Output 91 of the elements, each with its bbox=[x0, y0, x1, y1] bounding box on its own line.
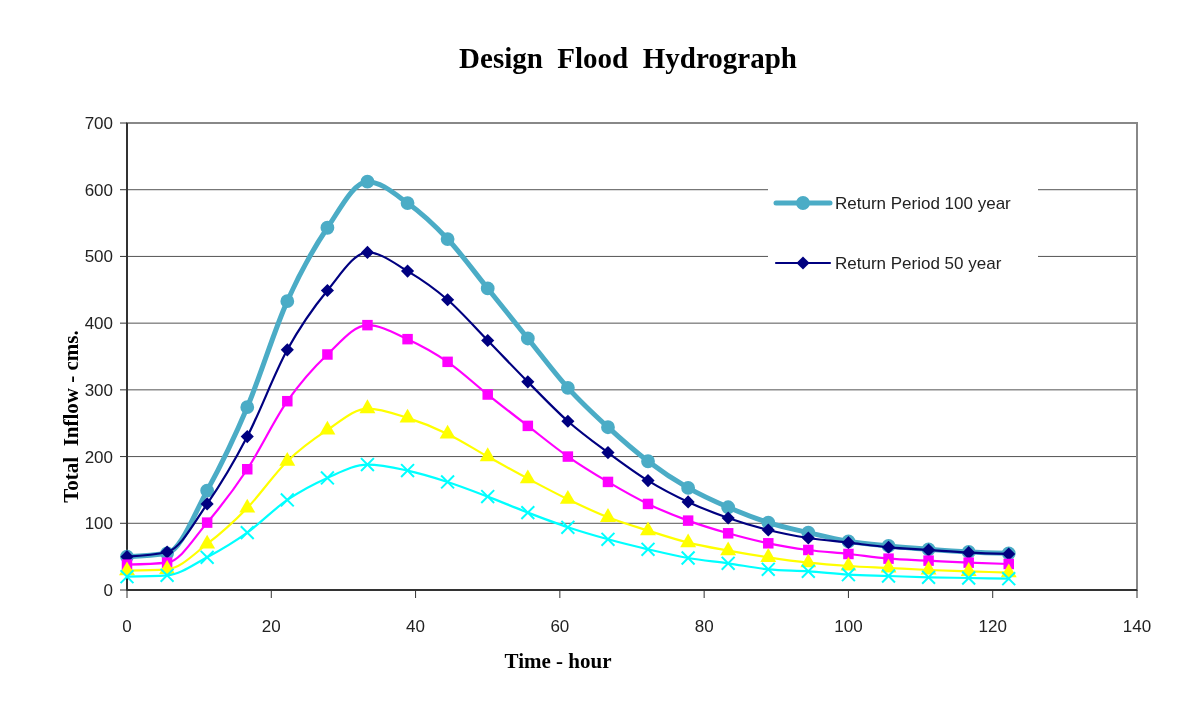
y-tick-label: 700 bbox=[84, 113, 113, 133]
x-tick-label: 80 bbox=[694, 617, 714, 636]
point bbox=[520, 505, 536, 521]
point bbox=[480, 281, 495, 296]
point bbox=[482, 389, 493, 400]
point bbox=[641, 454, 655, 469]
point bbox=[322, 349, 333, 360]
point bbox=[722, 528, 734, 539]
x-tick-label: 140 bbox=[1122, 617, 1152, 636]
point bbox=[601, 446, 615, 460]
point bbox=[280, 294, 295, 309]
point bbox=[401, 264, 415, 278]
legend-label: Return Period 100 year bbox=[835, 193, 1012, 213]
point bbox=[682, 515, 694, 526]
x-tick-label: 60 bbox=[550, 617, 570, 636]
point bbox=[360, 457, 375, 473]
point bbox=[442, 356, 453, 368]
point bbox=[159, 567, 175, 583]
chart-title: Design Flood Hydrograph bbox=[459, 42, 797, 74]
point bbox=[562, 451, 574, 462]
point bbox=[761, 523, 775, 537]
point bbox=[280, 343, 294, 357]
point bbox=[200, 483, 215, 498]
point bbox=[721, 500, 736, 515]
point bbox=[961, 570, 977, 586]
point bbox=[921, 569, 937, 585]
point bbox=[640, 541, 656, 557]
point bbox=[242, 464, 253, 475]
y-axis-title: Total Inflow - cms. bbox=[59, 330, 83, 503]
point bbox=[800, 563, 816, 579]
legend-label: Return Period 50 year bbox=[835, 253, 1002, 273]
point bbox=[1001, 571, 1017, 587]
point bbox=[119, 569, 135, 585]
point bbox=[441, 293, 455, 307]
x-axis-title: Time - hour bbox=[504, 649, 612, 673]
point bbox=[520, 331, 535, 346]
point bbox=[680, 550, 696, 566]
point bbox=[319, 470, 335, 486]
point bbox=[240, 429, 254, 444]
point bbox=[600, 531, 616, 547]
point bbox=[840, 567, 856, 583]
point bbox=[201, 517, 213, 528]
point bbox=[602, 476, 614, 488]
point bbox=[521, 375, 535, 389]
point bbox=[763, 538, 774, 549]
point bbox=[843, 548, 854, 560]
point bbox=[720, 555, 736, 571]
point bbox=[803, 544, 814, 556]
point bbox=[522, 420, 534, 432]
x-tick-label: 120 bbox=[978, 617, 1007, 636]
y-tick-label: 600 bbox=[84, 180, 113, 200]
point bbox=[320, 283, 334, 298]
x-tick-label: 20 bbox=[261, 617, 281, 636]
x-tick-label: 0 bbox=[122, 617, 132, 636]
point bbox=[400, 463, 415, 479]
point bbox=[402, 333, 413, 345]
point bbox=[199, 549, 215, 565]
y-tick-label: 100 bbox=[84, 514, 113, 534]
y-tick-label: 200 bbox=[84, 447, 113, 467]
point bbox=[601, 420, 615, 435]
point bbox=[642, 498, 654, 510]
point bbox=[561, 414, 575, 428]
point bbox=[560, 519, 576, 535]
point bbox=[760, 561, 776, 577]
y-tick-label: 300 bbox=[84, 380, 113, 400]
point bbox=[239, 525, 255, 541]
point bbox=[440, 232, 455, 246]
y-tick-label: 400 bbox=[84, 314, 113, 334]
x-tick-label: 40 bbox=[406, 617, 426, 636]
point bbox=[641, 474, 655, 488]
point bbox=[200, 497, 214, 511]
point bbox=[400, 196, 415, 210]
point bbox=[881, 568, 896, 584]
point bbox=[560, 380, 575, 395]
x-tick-label: 100 bbox=[834, 617, 863, 636]
point bbox=[801, 531, 815, 545]
point bbox=[362, 319, 373, 331]
point bbox=[681, 495, 695, 509]
point bbox=[440, 474, 456, 490]
y-tick-label: 0 bbox=[103, 580, 113, 600]
y-tick-label: 500 bbox=[84, 247, 113, 267]
point bbox=[721, 511, 735, 525]
point bbox=[481, 333, 495, 348]
point bbox=[282, 395, 293, 407]
point bbox=[480, 489, 496, 505]
point bbox=[320, 220, 335, 235]
point bbox=[360, 174, 375, 189]
point bbox=[279, 492, 295, 508]
point bbox=[681, 481, 696, 495]
point bbox=[360, 245, 375, 259]
point bbox=[240, 400, 255, 415]
